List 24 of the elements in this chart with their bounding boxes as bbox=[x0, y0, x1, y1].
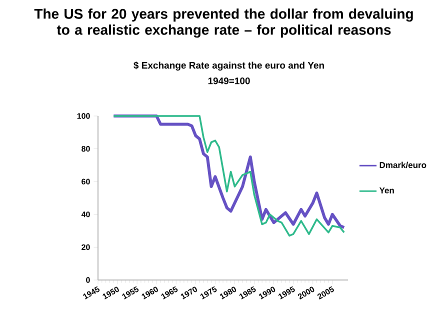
x-tick-label: 1950 bbox=[102, 286, 119, 300]
x-tick-label: 1955 bbox=[122, 286, 139, 300]
y-tick-label: 80 bbox=[82, 146, 90, 152]
y-tick-label: 60 bbox=[82, 178, 90, 184]
y-tick-label: 40 bbox=[81, 212, 90, 218]
x-tick-label: 1990 bbox=[258, 286, 276, 300]
x-tick-label: 1965 bbox=[161, 286, 178, 300]
y-tick-label: 100 bbox=[77, 113, 90, 119]
text: 1949=100 bbox=[208, 78, 250, 84]
chart-title: The US for 20 years prevented the dollar from devaluing to a realistic exchange rate – for political reasons bbox=[34, 8, 413, 38]
x-tick-label: 1975 bbox=[200, 286, 217, 300]
x-tick-label: 1985 bbox=[239, 286, 256, 300]
legend-label: Dmark/euro bbox=[380, 162, 426, 168]
y-tick-label: 20 bbox=[82, 244, 90, 250]
chart-subtitle: $ Exchange Rate against the euro and Yen bbox=[134, 62, 324, 71]
x-tick-label: 1980 bbox=[220, 286, 236, 300]
x-tick-label: 1945 bbox=[83, 286, 100, 300]
legend-label: Yen bbox=[379, 187, 394, 194]
x-tick-label: 2000 bbox=[298, 286, 314, 300]
x-tick-label: 1970 bbox=[180, 286, 197, 300]
x-tick-label: 1995 bbox=[278, 286, 295, 300]
x-tick-label: 2005 bbox=[317, 286, 334, 300]
y-tick-label: 0 bbox=[86, 277, 90, 283]
x-tick-label: 1960 bbox=[142, 286, 158, 300]
